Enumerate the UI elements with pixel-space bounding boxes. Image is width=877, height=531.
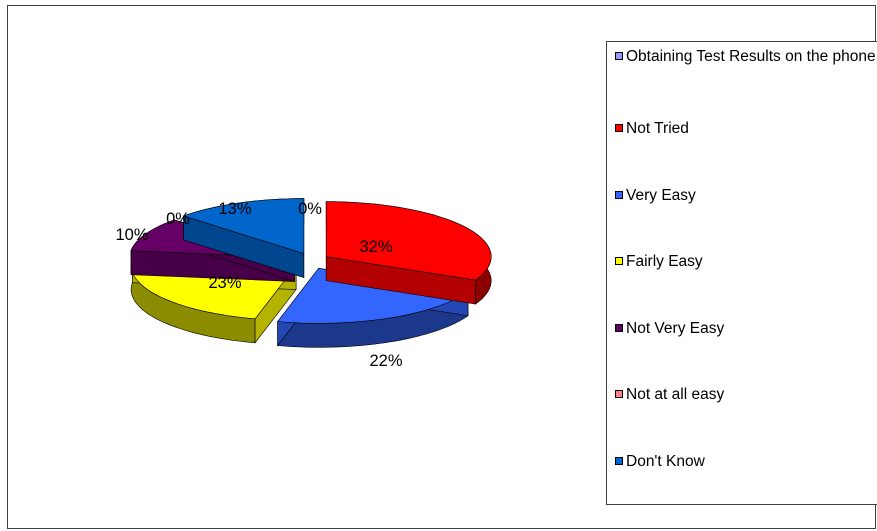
- data-label-not-very-easy: 10%: [115, 226, 148, 244]
- pie-slice-don-t-know: [182, 198, 305, 278]
- legend-label: Obtaining Test Results on the phone: [626, 48, 876, 65]
- legend-swatch: [615, 52, 623, 60]
- pie-slice-not-tried: [325, 201, 492, 305]
- legend-label: Very Easy: [626, 186, 696, 204]
- legend-label: Don't Know: [626, 452, 705, 470]
- legend-label: Not at all easy: [626, 386, 725, 403]
- data-label-fairly-easy: 23%: [208, 274, 241, 292]
- data-label-very-easy: 22%: [369, 352, 402, 370]
- chart-area: 32% 22% 23% 10% 0% 13% 0% Obtaining Test Resul…: [7, 5, 877, 529]
- legend: Obtaining Test Results on the phone Not T…: [606, 41, 877, 505]
- legend-label: Not Tried: [626, 120, 689, 137]
- data-label-don-t-know: 13%: [218, 200, 251, 218]
- legend-swatch: [615, 456, 623, 465]
- legend-label: Fairly Easy: [626, 253, 703, 270]
- legend-swatch: [615, 390, 623, 398]
- slice-top: [277, 268, 469, 324]
- pie-slices: [130, 198, 492, 348]
- slice-top: [182, 198, 305, 254]
- legend-swatch: [615, 190, 623, 199]
- data-label-not-at-all-easy: 0%: [166, 210, 190, 228]
- data-label-not-tried: 32%: [359, 238, 392, 256]
- legend-swatch: [615, 323, 623, 332]
- legend-label: Not Very Easy: [626, 319, 725, 337]
- data-label-obtaining-test-results: 0%: [298, 200, 322, 218]
- legend-swatch: [615, 257, 623, 265]
- pie-chart: 32% 22% 23% 10% 0% 13% 0%: [115, 198, 492, 370]
- legend-swatch: [615, 124, 623, 132]
- slice-top: [325, 201, 492, 281]
